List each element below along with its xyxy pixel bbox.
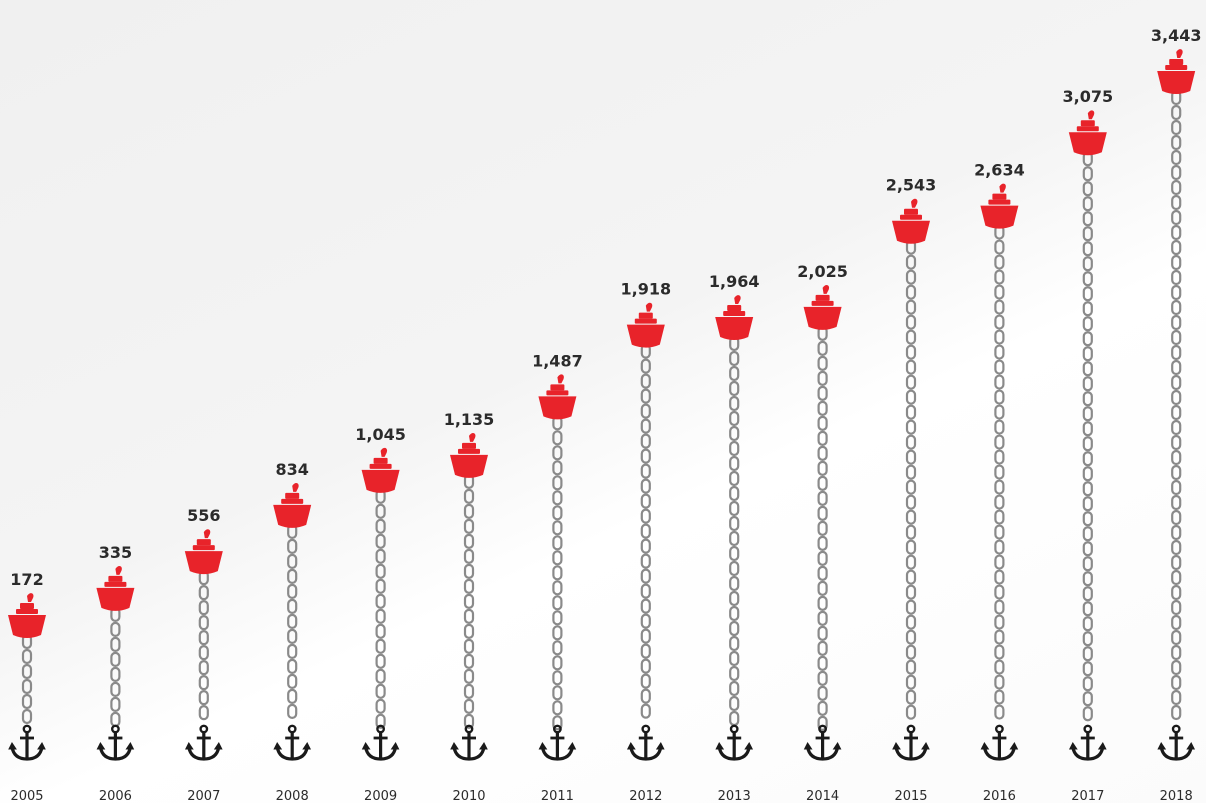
year-label: 2008 xyxy=(276,789,309,803)
value-label: 1,487 xyxy=(532,351,583,370)
chain-icon xyxy=(463,473,475,729)
year-label: 2006 xyxy=(99,789,132,803)
year-label: 2009 xyxy=(364,789,397,803)
anchor-icon xyxy=(361,724,401,761)
year-label: 2014 xyxy=(806,789,839,803)
ship-icon xyxy=(96,565,135,611)
anchor-icon xyxy=(7,724,47,761)
ship-icon xyxy=(361,447,400,493)
chain-icon xyxy=(110,606,121,727)
chain-icon xyxy=(198,570,209,721)
chain-icon xyxy=(817,325,828,731)
ship-icon xyxy=(8,593,46,638)
ship-icon xyxy=(538,374,577,420)
value-label: 2,634 xyxy=(974,161,1025,180)
ship-icon xyxy=(626,302,665,348)
value-label: 3,443 xyxy=(1151,26,1202,45)
chart-marks: 172 2005 335 2006 556 2007 834 2008 1,045 2009 1,1… xyxy=(7,26,1202,803)
ship-icon xyxy=(803,284,842,330)
anchor-icon xyxy=(95,724,135,761)
value-label: 1,918 xyxy=(620,280,671,299)
value-label: 172 xyxy=(10,570,43,589)
year-label: 2013 xyxy=(718,789,751,803)
chain-icon xyxy=(552,415,563,731)
chain-icon xyxy=(905,239,917,720)
value-label: 1,135 xyxy=(444,410,495,429)
chain-icon xyxy=(287,523,298,720)
year-label: 2016 xyxy=(983,789,1016,803)
value-label: 834 xyxy=(275,460,308,479)
anchor-icon xyxy=(272,724,312,761)
year-label: 2018 xyxy=(1160,789,1193,803)
value-label: 335 xyxy=(99,543,132,562)
chain-icon xyxy=(375,488,386,729)
value-label: 1,045 xyxy=(355,425,406,444)
ship-icon xyxy=(892,198,930,244)
value-label: 556 xyxy=(187,506,220,525)
anchor-icon xyxy=(891,724,931,761)
ship-icon xyxy=(715,295,754,340)
anchor-icon xyxy=(537,724,578,761)
chain-icon xyxy=(1082,151,1093,722)
value-label: 2,025 xyxy=(797,262,848,281)
year-label: 2011 xyxy=(541,789,574,803)
value-label: 1,964 xyxy=(709,272,760,291)
ship-icon xyxy=(980,183,1019,229)
anchor-icon xyxy=(626,724,666,761)
year-label: 2017 xyxy=(1071,789,1104,803)
ship-icon xyxy=(1068,110,1107,156)
year-label: 2012 xyxy=(629,789,662,803)
anchor-icon xyxy=(1156,724,1196,761)
year-label: 2005 xyxy=(10,789,43,803)
chain-icon xyxy=(1171,89,1182,721)
anchor-icon xyxy=(714,724,754,761)
chain-icon xyxy=(21,633,33,725)
anchor-icon xyxy=(1068,724,1108,761)
year-label: 2007 xyxy=(187,789,220,803)
value-label: 3,075 xyxy=(1062,87,1113,106)
year-label: 2015 xyxy=(894,789,927,803)
chain-icon xyxy=(640,343,651,719)
ship-icon xyxy=(273,483,312,528)
ship-icon xyxy=(450,432,488,478)
anchor-icon xyxy=(979,724,1020,761)
ship-icon xyxy=(1157,49,1196,95)
year-label: 2010 xyxy=(452,789,485,803)
anchor-icon xyxy=(184,724,224,761)
chain-icon xyxy=(994,224,1005,720)
anchor-icon xyxy=(449,724,489,761)
ship-icon xyxy=(184,529,223,575)
chain-icon xyxy=(729,335,740,727)
value-label: 2,543 xyxy=(886,176,937,195)
